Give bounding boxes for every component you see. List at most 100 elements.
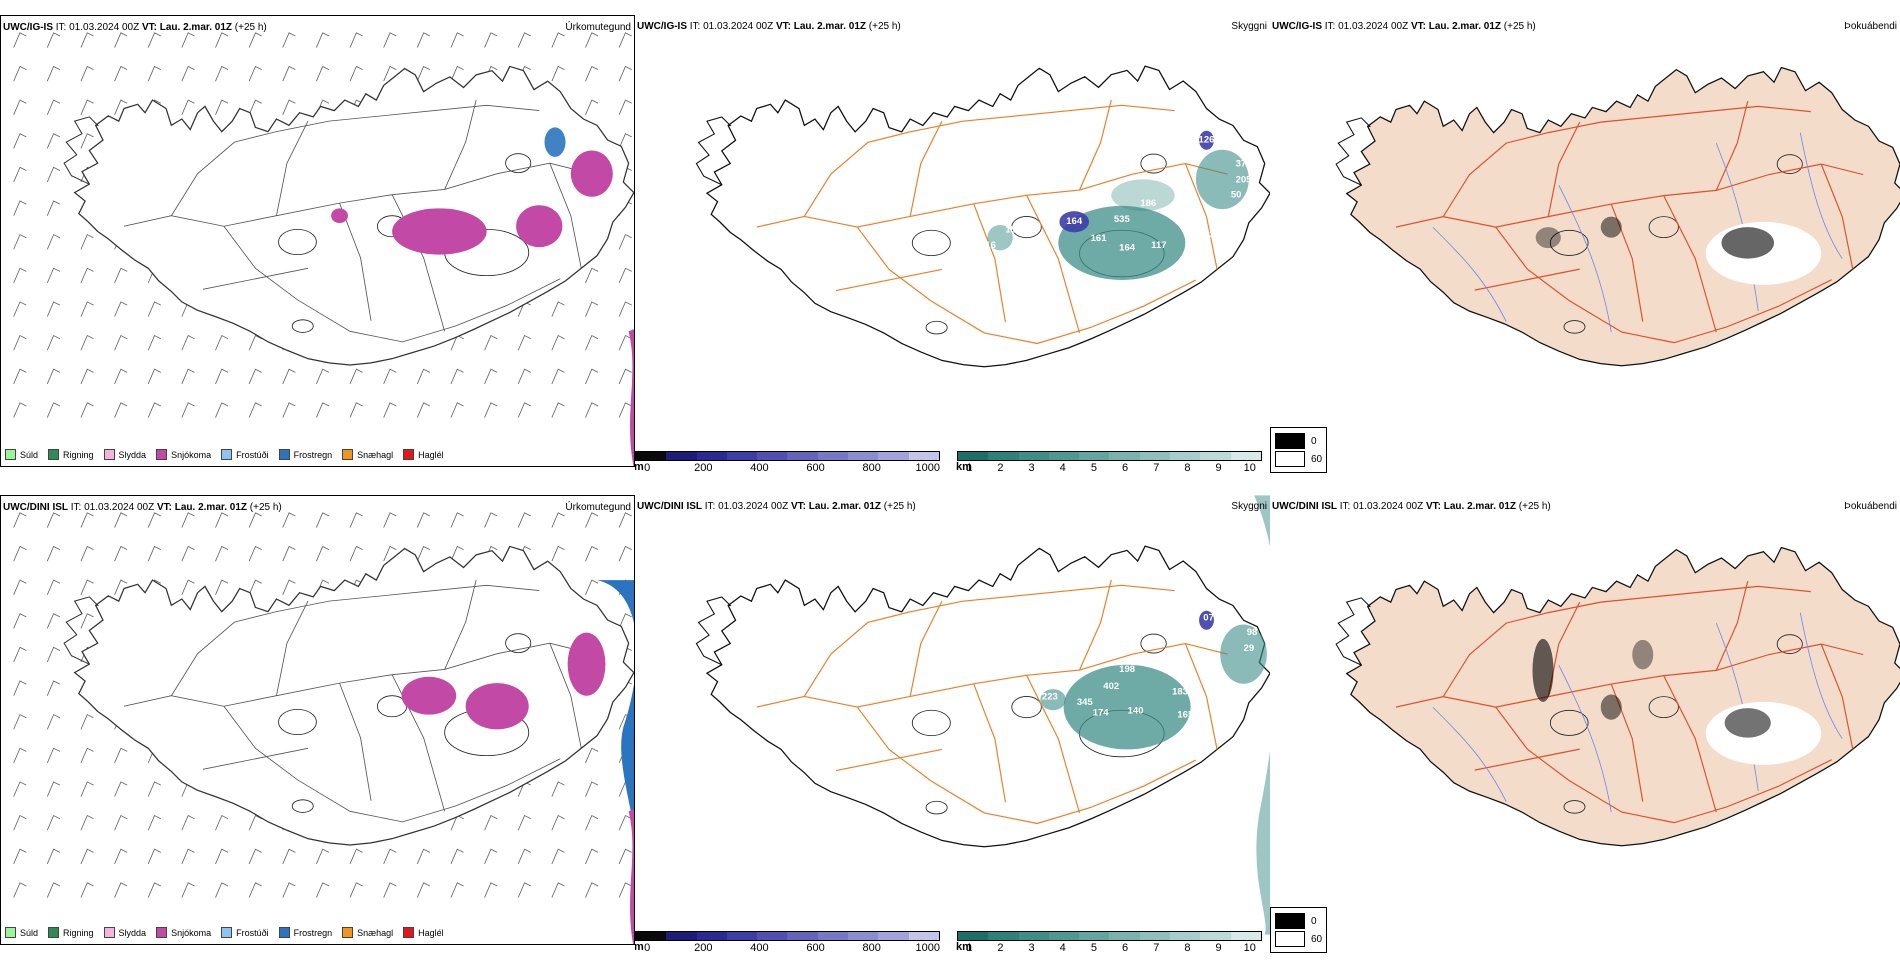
fog-index-panel: UWC/IG-IS IT: 01.03.2024 00Z VT: Lau. 2.… [1270,15,1900,485]
init-time: 01.03.2024 00Z [69,22,140,33]
road-line [756,162,1228,228]
wind-barb [282,882,296,898]
wind-barb [46,579,61,595]
colorbar-tick: 600 [806,462,825,474]
fog-key-label: 0 [1311,435,1317,447]
colorbar-tick: 200 [694,462,713,474]
colorbar-tick: 3 [1028,462,1035,474]
cloudbase-colorbar: 0 200 400 600 800 1000 m [635,451,940,475]
colorbar-cell [666,932,697,940]
river-line [1799,132,1843,259]
westfjords-coast [63,116,100,185]
wind-barb [316,545,330,562]
cloudbase-value: 345 [1077,697,1094,708]
wind-barb [80,32,94,48]
wind-barb [181,99,195,115]
legend-item: Haglél [403,449,444,460]
wind-barb [46,882,61,898]
wind-barb [147,32,162,48]
road-line [1442,585,1811,697]
colorbar-strip [957,931,1262,941]
road-line [391,194,446,332]
wind-barb [282,99,296,115]
wind-barb [316,512,330,528]
wind-barb [349,32,363,48]
river-line [1715,142,1759,312]
wind-barb [248,848,262,865]
wind-barb [46,545,61,562]
wind-barb [551,368,565,385]
colorbar-tick: 400 [750,462,769,474]
glacier-outline [1648,696,1679,719]
wind-barb [416,882,431,898]
wind-barb [114,402,128,418]
legend-item: Súld [5,927,38,938]
cloudbase-value: 402 [1103,681,1119,692]
wind-barb [349,848,363,865]
wind-barb [215,814,229,831]
wind-barb [80,99,94,115]
panel-title: Úrkomutegund [565,22,631,33]
colorbar-cell [1200,932,1231,940]
low-cloudbase-area [1199,610,1214,630]
wind-barb [618,267,632,284]
glacier-outline [1140,153,1167,174]
legend-swatch [278,927,290,938]
legend-item: Slydda [103,927,146,938]
cloudbase-value: 117 [1151,240,1166,251]
colorbar-tick: 0 [644,942,651,954]
legend-swatch [221,927,233,938]
legend-label: Snjókoma [171,449,212,460]
road-line [1820,643,1854,750]
glacier-outline [505,153,532,174]
road-line [444,99,477,190]
legend-item: Snjókoma [156,927,211,938]
model-name: UWC/IG-IS [637,21,687,32]
wind-barb [80,747,94,764]
road-line [803,584,1175,697]
wind-barb [80,714,94,730]
wind-barb [80,301,94,317]
valid-time: Lau. 2.mar. 01Z [808,501,882,512]
colorbar-tick: 2 [997,942,1004,954]
colorbar-tick: 5 [1090,942,1097,954]
wind-barb [282,368,296,385]
road-line [123,162,592,227]
wind-barb [618,32,632,48]
legend-swatch [221,449,233,460]
low-visibility-band [1254,495,1270,935]
wind-barb [618,814,632,831]
colorbar-cell [696,452,727,460]
legend-label: Rigning [63,449,94,460]
wind-barb [80,545,94,562]
wind-barb [618,613,632,629]
precip-map [13,512,634,944]
westfjords-coast [695,596,732,666]
wind-barb [248,402,262,418]
colorbar-tick: 0 [644,462,651,474]
freezing-rain-area [544,127,566,157]
model-name: UWC/IG-IS [3,22,53,33]
westfjords-coast [63,596,100,665]
colorbar-cell [848,452,879,460]
legend-swatch [278,449,290,460]
legend-swatch [403,927,415,938]
it-label: IT: [689,21,701,32]
cloudbase-colorbar: 0 200 400 600 800 1000 m [635,931,940,955]
wind-barb [46,402,61,418]
glacier-outline [278,228,317,256]
cloudbase-value: 165 [1177,710,1194,721]
road-line [1078,99,1112,191]
road-line [223,225,561,343]
glacier-outline [925,320,948,335]
wind-barb [551,65,565,82]
glacier-outline [1011,216,1042,239]
legend-swatch [156,449,168,460]
legend-label: Frostregn [293,449,333,460]
wind-barb [316,368,330,385]
wind-barb [517,882,532,898]
wind-barb [618,65,632,82]
legend-swatch [5,927,16,938]
road-line [339,202,372,321]
wind-barb [484,32,498,48]
